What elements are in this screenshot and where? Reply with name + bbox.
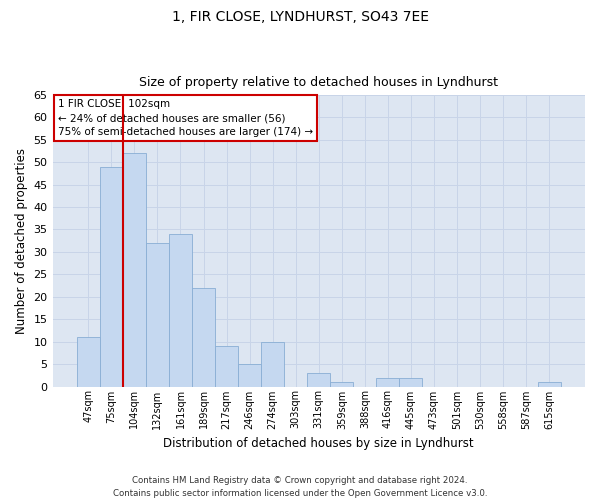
Y-axis label: Number of detached properties: Number of detached properties	[15, 148, 28, 334]
Bar	[146, 243, 169, 386]
Bar	[192, 288, 215, 386]
Text: 1, FIR CLOSE, LYNDHURST, SO43 7EE: 1, FIR CLOSE, LYNDHURST, SO43 7EE	[172, 10, 428, 24]
Text: Contains HM Land Registry data © Crown copyright and database right 2024.
Contai: Contains HM Land Registry data © Crown c…	[113, 476, 487, 498]
Bar	[261, 342, 284, 386]
Bar	[77, 337, 100, 386]
Bar	[215, 346, 238, 387]
Bar	[400, 378, 422, 386]
Bar	[123, 153, 146, 386]
Bar	[376, 378, 400, 386]
Bar	[169, 234, 192, 386]
Text: 1 FIR CLOSE: 102sqm
← 24% of detached houses are smaller (56)
75% of semi-detach: 1 FIR CLOSE: 102sqm ← 24% of detached ho…	[58, 99, 313, 137]
Bar	[238, 364, 261, 386]
Title: Size of property relative to detached houses in Lyndhurst: Size of property relative to detached ho…	[139, 76, 498, 90]
Bar	[330, 382, 353, 386]
Bar	[538, 382, 561, 386]
Bar	[307, 373, 330, 386]
Bar	[100, 166, 123, 386]
X-axis label: Distribution of detached houses by size in Lyndhurst: Distribution of detached houses by size …	[163, 437, 474, 450]
